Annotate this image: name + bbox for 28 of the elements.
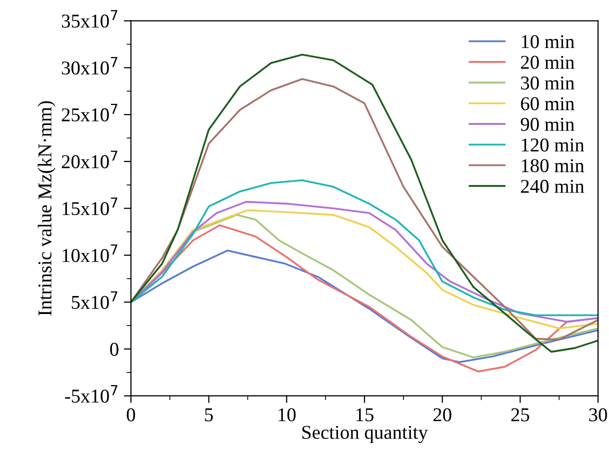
x-tick-label: 0 <box>126 408 136 422</box>
line-series <box>130 179 598 316</box>
y-tick-label: 15x10$^{7}$ <box>62 198 118 216</box>
y-tick-label: 5x10$^{7}$ <box>72 291 118 309</box>
legend-label: 60 min <box>520 97 574 110</box>
x-tick-label: 20 <box>433 408 452 422</box>
legend-label: 120 min <box>522 138 584 152</box>
y-tick-label: 35x10$^{7}$ <box>62 10 118 28</box>
y-tick-label: 25x10$^{7}$ <box>62 104 118 122</box>
x-tick-label: 5 <box>205 408 213 422</box>
y-tick-label: -5x10$^{7}$ <box>65 385 118 403</box>
legend-label: 90 min <box>520 118 574 131</box>
legend-label: 180 min <box>522 159 584 172</box>
y-tick-label: 10x10$^{7}$ <box>62 244 118 262</box>
legend-label: 10 min <box>522 35 574 48</box>
line-series <box>130 250 598 364</box>
x-tick-label: 15 <box>356 408 374 422</box>
x-tick-label: 30 <box>589 408 608 422</box>
y-tick-label: 20x10$^{7}$ <box>62 150 118 168</box>
y-axis-title: Intrinsic value Mz(kN·mm) <box>38 101 56 316</box>
y-tick-label: 0 <box>110 342 118 356</box>
x-axis-title: Section quantity <box>302 426 428 443</box>
legend-label: 30 min <box>521 76 574 90</box>
x-tick-label: 25 <box>511 408 530 422</box>
legend-label: 20 min <box>521 56 574 69</box>
legend-label: 240 min <box>521 180 584 193</box>
x-tick-label: 10 <box>278 408 296 422</box>
y-tick-label: 30x10$^{7}$ <box>62 56 118 75</box>
